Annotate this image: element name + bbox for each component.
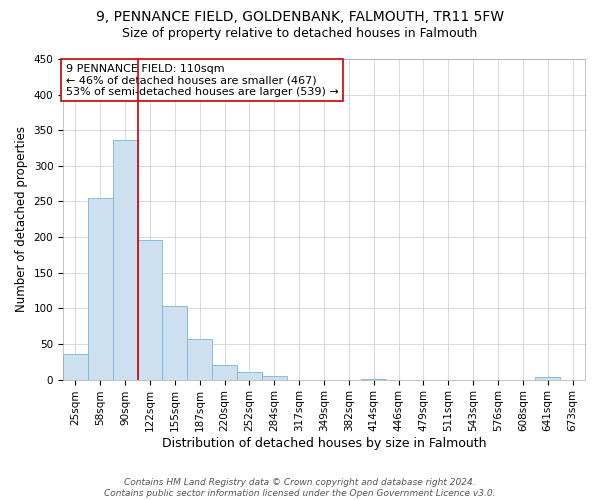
Bar: [187, 339, 212, 380]
Y-axis label: Number of detached properties: Number of detached properties: [15, 126, 28, 312]
Bar: [137, 240, 163, 380]
Bar: [212, 364, 237, 380]
Bar: [88, 198, 113, 380]
Text: Size of property relative to detached houses in Falmouth: Size of property relative to detached ho…: [122, 28, 478, 40]
Bar: [361, 379, 386, 380]
Bar: [113, 140, 137, 380]
Bar: [262, 376, 287, 380]
Bar: [535, 378, 560, 380]
Text: 9 PENNANCE FIELD: 110sqm
← 46% of detached houses are smaller (467)
53% of semi-: 9 PENNANCE FIELD: 110sqm ← 46% of detach…: [65, 64, 338, 97]
Bar: [163, 306, 187, 380]
X-axis label: Distribution of detached houses by size in Falmouth: Distribution of detached houses by size …: [162, 437, 486, 450]
Bar: [63, 354, 88, 380]
Text: Contains HM Land Registry data © Crown copyright and database right 2024.
Contai: Contains HM Land Registry data © Crown c…: [104, 478, 496, 498]
Text: 9, PENNANCE FIELD, GOLDENBANK, FALMOUTH, TR11 5FW: 9, PENNANCE FIELD, GOLDENBANK, FALMOUTH,…: [96, 10, 504, 24]
Bar: [237, 372, 262, 380]
